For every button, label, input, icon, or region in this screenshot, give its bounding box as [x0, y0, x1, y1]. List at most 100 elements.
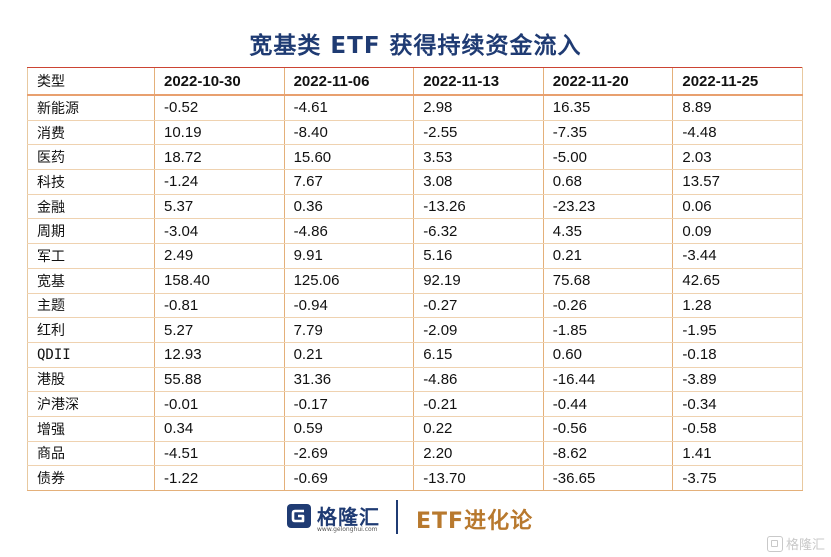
- flow-value-cell: 0.22: [413, 416, 544, 442]
- row-category: 新能源: [27, 95, 155, 121]
- table-row: 金融 5.37 0.36 -13.26 -23.23 0.06: [27, 194, 803, 220]
- flow-value-cell: 75.68: [542, 268, 673, 294]
- row-category: 主题: [27, 293, 155, 319]
- column-header-date: 2022-10-30: [154, 67, 285, 96]
- flow-value-cell: -0.81: [154, 293, 285, 319]
- column-header-date: 2022-11-20: [542, 67, 673, 96]
- flow-value-cell: -13.70: [413, 465, 544, 491]
- flow-value-cell: 10.19: [154, 120, 285, 146]
- flow-value-cell: 2.98: [413, 95, 544, 121]
- flow-value-cell: -3.44: [672, 243, 803, 269]
- flow-value-cell: -0.58: [672, 416, 803, 442]
- logo-name: 格隆汇: [317, 505, 380, 529]
- flow-value-cell: -4.51: [154, 441, 285, 467]
- table-row: 医药 18.72 15.60 3.53 -5.00 2.03: [27, 144, 803, 171]
- flow-value-cell: 0.21: [542, 243, 673, 269]
- flow-value-cell: -0.69: [283, 465, 414, 491]
- flow-value-cell: 1.28: [672, 293, 803, 319]
- flow-value-cell: 3.08: [413, 169, 544, 195]
- flow-value-cell: -1.24: [154, 169, 285, 195]
- g-logo-icon: [286, 503, 312, 529]
- table-row: 债券 -1.22 -0.69 -13.70 -36.65 -3.75: [27, 465, 803, 491]
- table-row: 商品 -4.51 -2.69 2.20 -8.62 1.41: [27, 441, 803, 467]
- flow-value-cell: -0.56: [542, 416, 673, 442]
- flow-value-cell: 92.19: [413, 268, 544, 294]
- flow-value-cell: 0.59: [283, 416, 414, 442]
- column-header-date: 2022-11-13: [413, 67, 544, 96]
- row-category: 增强: [27, 416, 155, 442]
- flow-value-cell: -3.89: [672, 367, 803, 393]
- row-category: 医药: [27, 144, 155, 171]
- flow-value-cell: -0.94: [283, 293, 414, 319]
- flow-value-cell: 0.34: [154, 416, 285, 442]
- flow-value-cell: 8.89: [672, 95, 803, 121]
- table-row: 红利 5.27 7.79 -2.09 -1.85 -1.95: [27, 317, 803, 343]
- flow-value-cell: -0.27: [413, 293, 544, 319]
- row-category: 沪港深: [27, 391, 155, 417]
- flow-value-cell: 9.91: [283, 243, 414, 269]
- flow-value-cell: -4.86: [283, 218, 414, 245]
- row-category: 红利: [27, 317, 155, 343]
- flow-value-cell: 0.68: [542, 169, 673, 195]
- footer: 格隆汇 www.gelonghui.com ETF进化论: [0, 500, 831, 536]
- table-header-row: 类型 2022-10-30 2022-11-06 2022-11-13 2022-11-…: [27, 67, 803, 96]
- flow-value-cell: -8.40: [283, 120, 414, 146]
- flow-value-cell: -4.86: [413, 367, 544, 393]
- flow-value-cell: -0.17: [283, 391, 414, 417]
- flow-value-cell: -23.23: [542, 194, 673, 220]
- flow-value-cell: 1.41: [672, 441, 803, 467]
- table-row: 沪港深 -0.01 -0.17 -0.21 -0.44 -0.34: [27, 391, 803, 417]
- row-category: 宽基: [27, 268, 155, 294]
- table-row: QDII 12.93 0.21 6.15 0.60 -0.18: [27, 342, 803, 368]
- row-category: 军工: [27, 243, 155, 269]
- etf-flow-table-container: 类型 2022-10-30 2022-11-06 2022-11-13 2022-11-…: [27, 67, 803, 491]
- watermark: 格隆汇: [766, 534, 825, 553]
- flow-value-cell: 16.35: [542, 95, 673, 121]
- flow-value-cell: 55.88: [154, 367, 285, 393]
- row-category: 周期: [27, 218, 155, 245]
- column-header-date: 2022-11-06: [283, 67, 414, 96]
- flow-value-cell: -8.62: [542, 441, 673, 467]
- flow-value-cell: -0.44: [542, 391, 673, 417]
- flow-value-cell: -5.00: [542, 144, 673, 171]
- flow-value-cell: -2.69: [283, 441, 414, 467]
- table-row: 宽基 158.40 125.06 92.19 75.68 42.65: [27, 268, 803, 294]
- flow-value-cell: 2.20: [413, 441, 544, 467]
- flow-value-cell: 0.09: [672, 218, 803, 245]
- row-category: 金融: [27, 194, 155, 220]
- flow-value-cell: -0.18: [672, 342, 803, 368]
- flow-value-cell: 2.03: [672, 144, 803, 171]
- row-category: 债券: [27, 465, 155, 491]
- flow-value-cell: 15.60: [283, 144, 414, 171]
- column-header-date: 2022-11-25: [672, 67, 803, 96]
- flow-value-cell: 0.06: [672, 194, 803, 220]
- flow-value-cell: 158.40: [154, 268, 285, 294]
- flow-value-cell: -6.32: [413, 218, 544, 245]
- flow-value-cell: 18.72: [154, 144, 285, 171]
- table-body: 新能源 -0.52 -4.61 2.98 16.35 8.89 消费 10.19 -8.40 -2…: [27, 95, 803, 491]
- page-title: 宽基类 ETF 获得持续资金流入: [249, 33, 582, 59]
- logo-url: www.gelonghui.com: [317, 526, 378, 533]
- flow-value-cell: 0.36: [283, 194, 414, 220]
- g-logo-icon: [766, 535, 783, 552]
- flow-value-cell: -3.75: [672, 465, 803, 491]
- flow-value-cell: 12.93: [154, 342, 285, 368]
- flow-value-cell: -2.55: [413, 120, 544, 146]
- flow-value-cell: 5.37: [154, 194, 285, 220]
- flow-value-cell: -36.65: [542, 465, 673, 491]
- flow-value-cell: 5.27: [154, 317, 285, 343]
- flow-value-cell: -0.26: [542, 293, 673, 319]
- flow-value-cell: 4.35: [542, 218, 673, 245]
- column-header-type: 类型: [27, 67, 155, 96]
- row-category: 消费: [27, 120, 155, 146]
- watermark-text: 格隆汇: [785, 538, 825, 553]
- flow-value-cell: 7.79: [283, 317, 414, 343]
- table-row: 科技 -1.24 7.67 3.08 0.68 13.57: [27, 169, 803, 195]
- table-row: 增强 0.34 0.59 0.22 -0.56 -0.58: [27, 416, 803, 442]
- row-category: 科技: [27, 169, 155, 195]
- flow-value-cell: -1.22: [154, 465, 285, 491]
- flow-value-cell: -0.52: [154, 95, 285, 121]
- flow-value-cell: 13.57: [672, 169, 803, 195]
- flow-value-cell: 125.06: [283, 268, 414, 294]
- table-row: 新能源 -0.52 -4.61 2.98 16.35 8.89: [27, 95, 803, 121]
